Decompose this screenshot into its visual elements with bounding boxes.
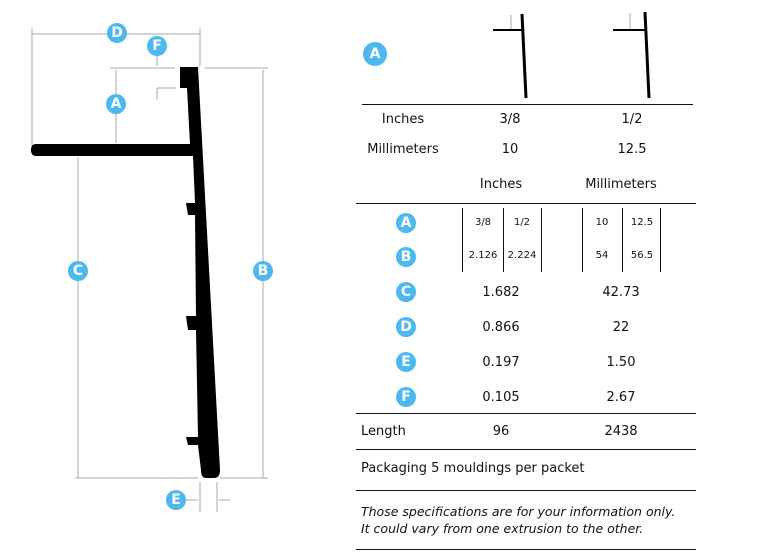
cell: 42.73	[602, 285, 640, 300]
top-badge-a: A	[363, 42, 387, 66]
cell: 54	[595, 250, 609, 261]
badge-c: C	[68, 261, 88, 281]
spec-badge-f: F	[396, 387, 416, 407]
cell: 12.5	[617, 142, 647, 157]
row-label: Millimeters	[367, 142, 439, 157]
profile-diagram	[31, 28, 268, 512]
header-inches: Inches	[479, 177, 523, 192]
cell: 0.197	[482, 355, 520, 370]
profile-thumb-3-8	[493, 13, 528, 99]
cell: 56.5	[630, 250, 654, 261]
cell: 2.67	[606, 390, 636, 405]
cell: 0.866	[482, 320, 520, 335]
badge-b: B	[253, 261, 273, 281]
spec-badge-a: A	[396, 213, 416, 233]
cell: 10	[501, 142, 519, 157]
cell: 1/2	[621, 112, 643, 127]
length-label: Length	[361, 424, 406, 439]
cell: 10	[595, 217, 609, 228]
spec-badge-e: E	[396, 352, 416, 372]
badge-f: F	[147, 36, 167, 56]
cell: 1.50	[606, 355, 636, 370]
row-label: Inches	[381, 112, 425, 127]
cell: 1.682	[482, 285, 520, 300]
divider	[362, 104, 693, 105]
badge-d: D	[107, 23, 127, 43]
badge-a: A	[106, 94, 126, 114]
header-mm: Millimeters	[585, 177, 657, 192]
cell: 22	[612, 320, 630, 335]
moulding-profile	[31, 67, 220, 478]
profile-thumb-1-2	[613, 11, 651, 99]
cell: 12.5	[630, 217, 654, 228]
spec-badge-d: D	[396, 317, 416, 337]
disclaimer-line: It could vary from one extrusion to the …	[361, 521, 644, 536]
spec-badge-b: B	[396, 247, 416, 267]
disclaimer-line: Those specifications are for your inform…	[361, 504, 676, 519]
cell: 3/8	[474, 217, 492, 228]
badge-e: E	[166, 490, 186, 510]
divider	[356, 203, 696, 204]
cell: 2438	[604, 424, 638, 439]
cell: 2.126	[468, 250, 498, 261]
spec-badge-c: C	[396, 282, 416, 302]
cell: 1/2	[513, 217, 531, 228]
cell: 0.105	[482, 390, 520, 405]
cell: 96	[492, 424, 510, 439]
packaging-text: Packaging 5 mouldings per packet	[361, 461, 585, 476]
cell: 2.224	[507, 250, 537, 261]
cell: 3/8	[499, 112, 521, 127]
